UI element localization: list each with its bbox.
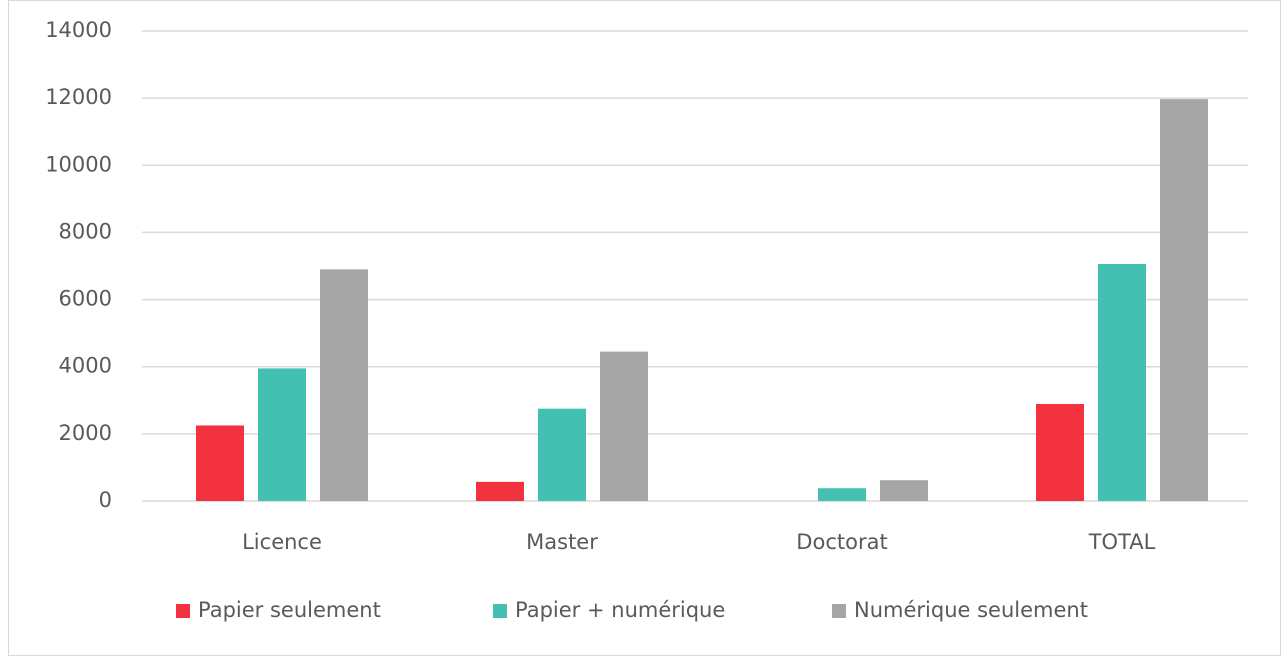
bar bbox=[818, 488, 866, 501]
bar bbox=[476, 481, 524, 501]
y-tick-label: 6000 bbox=[59, 287, 112, 311]
y-tick-label: 10000 bbox=[45, 152, 112, 176]
bar bbox=[196, 425, 244, 501]
y-tick-label: 0 bbox=[99, 488, 112, 512]
legend-label: Papier + numérique bbox=[515, 598, 725, 622]
bar bbox=[600, 351, 648, 501]
bar bbox=[320, 269, 368, 501]
legend-label: Numérique seulement bbox=[854, 598, 1088, 622]
legend-label: Papier seulement bbox=[198, 598, 381, 622]
y-tick-label: 8000 bbox=[59, 219, 112, 243]
legend-swatch bbox=[493, 604, 507, 618]
x-tick-label: Master bbox=[526, 530, 598, 554]
bar bbox=[880, 480, 928, 501]
y-tick-label: 4000 bbox=[59, 354, 112, 378]
bar bbox=[538, 408, 586, 501]
y-tick-label: 12000 bbox=[45, 85, 112, 109]
legend-swatch bbox=[176, 604, 190, 618]
y-tick-label: 2000 bbox=[59, 421, 112, 445]
x-tick-label: TOTAL bbox=[1088, 530, 1156, 554]
legend-swatch bbox=[832, 604, 846, 618]
chart-frame bbox=[8, 0, 1281, 656]
x-tick-label: Doctorat bbox=[796, 530, 887, 554]
bar bbox=[1036, 403, 1084, 501]
bar bbox=[258, 368, 306, 501]
bar bbox=[1160, 99, 1208, 502]
y-tick-label: 14000 bbox=[45, 18, 112, 42]
x-tick-label: Licence bbox=[242, 530, 322, 554]
bar bbox=[1098, 263, 1146, 501]
